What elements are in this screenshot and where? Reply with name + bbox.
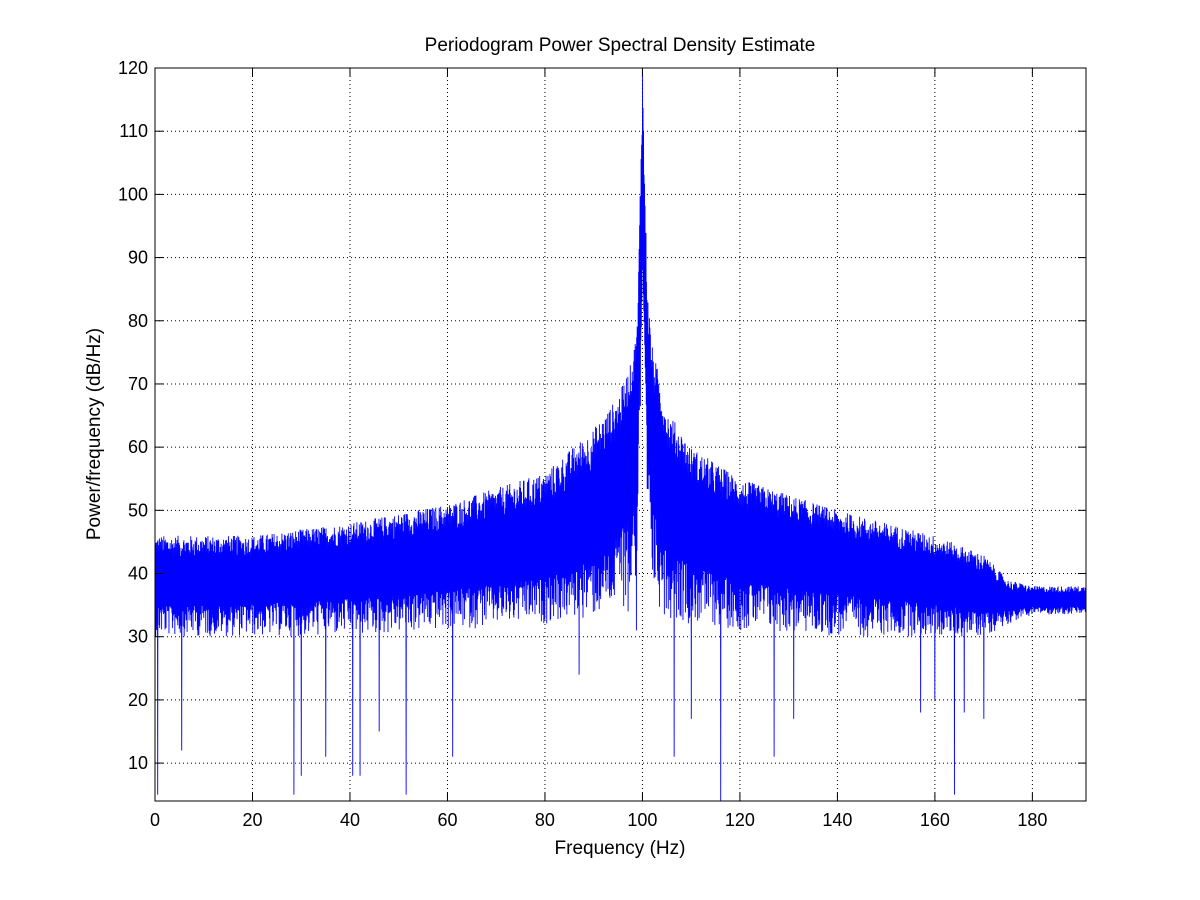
y-tick-label: 60	[128, 437, 148, 457]
x-axis-title: Frequency (Hz)	[555, 838, 686, 859]
y-axis-title: Power/frequency (dB/Hz)	[84, 328, 105, 540]
x-tick-label: 40	[340, 810, 360, 830]
psd-series-line	[154, 67, 1087, 802]
x-tick-label: 120	[725, 810, 755, 830]
x-tick-label: 20	[242, 810, 262, 830]
y-tick-label: 40	[128, 564, 148, 584]
y-tick-label: 120	[118, 58, 148, 78]
chart-title: Periodogram Power Spectral Density Estim…	[425, 35, 816, 56]
y-tick-label: 70	[128, 374, 148, 394]
y-tick-label: 10	[128, 753, 148, 773]
axis-ticks: 0 20 40 60 80 100 120 140 160 180 10 20 30 40 50 60 70 80…	[118, 58, 1086, 830]
plot-area	[154, 67, 1087, 802]
x-tick-label: 160	[920, 810, 950, 830]
y-tick-label: 80	[128, 311, 148, 331]
y-tick-label: 30	[128, 627, 148, 647]
y-tick-label: 110	[119, 121, 148, 141]
axes-box	[154, 67, 1087, 802]
y-tick-label: 90	[128, 248, 148, 268]
y-tick-label: 50	[128, 500, 148, 520]
x-tick-label: 0	[150, 810, 160, 830]
x-tick-label: 80	[535, 810, 555, 830]
x-tick-label: 180	[1017, 810, 1047, 830]
y-tick-label: 20	[128, 690, 148, 710]
x-tick-label: 100	[627, 810, 657, 830]
x-tick-label: 140	[822, 810, 852, 830]
y-tick-label: 100	[118, 184, 148, 204]
x-tick-label: 60	[437, 810, 457, 830]
